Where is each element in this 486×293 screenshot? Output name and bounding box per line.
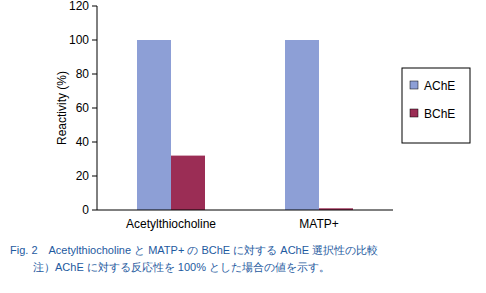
x-tick-label: MATP+	[299, 217, 338, 231]
y-tick-label: 0	[82, 203, 89, 217]
legend-swatch	[410, 109, 418, 117]
y-tick-label: 60	[76, 101, 90, 115]
y-tick	[92, 210, 97, 211]
y-tick-label: 100	[69, 33, 89, 47]
subtitle: 注）AChE に対する反応性を 100% とした場合の値を示す。	[33, 261, 330, 274]
chart: 0 20 40 60 80 100 120 Acetylthiocholine MATP+ Rea…	[0, 0, 486, 293]
legend-label: BChE	[424, 107, 455, 121]
y-tick	[92, 176, 97, 177]
y-tick	[92, 6, 97, 7]
legend: AChE BChE	[402, 68, 470, 143]
bar	[137, 40, 171, 210]
y-tick-label: 120	[69, 0, 89, 13]
x-axis-line	[97, 210, 393, 211]
y-tick-label: 80	[76, 67, 90, 81]
y-tick	[92, 40, 97, 41]
title: Fig. 2 Acetylthiocholine と MATP+ の BChE …	[10, 244, 378, 257]
y-tick	[92, 108, 97, 109]
y-axis-label: Reactivity (%)	[55, 71, 69, 145]
y-tick-label: 40	[76, 135, 90, 149]
legend-label: AChE	[424, 79, 455, 93]
legend-swatch	[410, 81, 418, 89]
chart-root: 0 20 40 60 80 100 120 Acetylthiocholine MATP+ Rea…	[0, 0, 486, 293]
bar	[285, 40, 319, 210]
y-tick-label: 20	[76, 169, 90, 183]
axes: 0 20 40 60 80 100 120 Acetylthiocholine MATP+	[69, 0, 393, 231]
bar	[171, 156, 205, 210]
legend-box	[402, 68, 470, 143]
bars	[137, 40, 353, 210]
x-tick-label: Acetylthiocholine	[126, 217, 216, 231]
y-tick	[92, 142, 97, 143]
y-tick	[92, 74, 97, 75]
